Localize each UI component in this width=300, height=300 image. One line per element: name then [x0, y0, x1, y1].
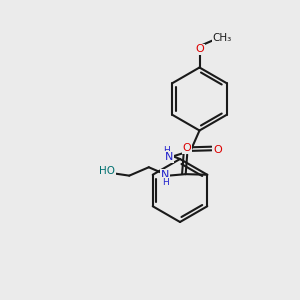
Text: H: H	[163, 146, 170, 155]
Text: O: O	[183, 143, 192, 153]
Text: N: N	[161, 170, 170, 180]
Text: HO: HO	[99, 166, 116, 176]
Text: N: N	[164, 152, 173, 162]
Text: O: O	[213, 145, 222, 155]
Text: H: H	[162, 178, 169, 187]
Text: O: O	[195, 44, 204, 55]
Text: CH₃: CH₃	[212, 33, 232, 43]
